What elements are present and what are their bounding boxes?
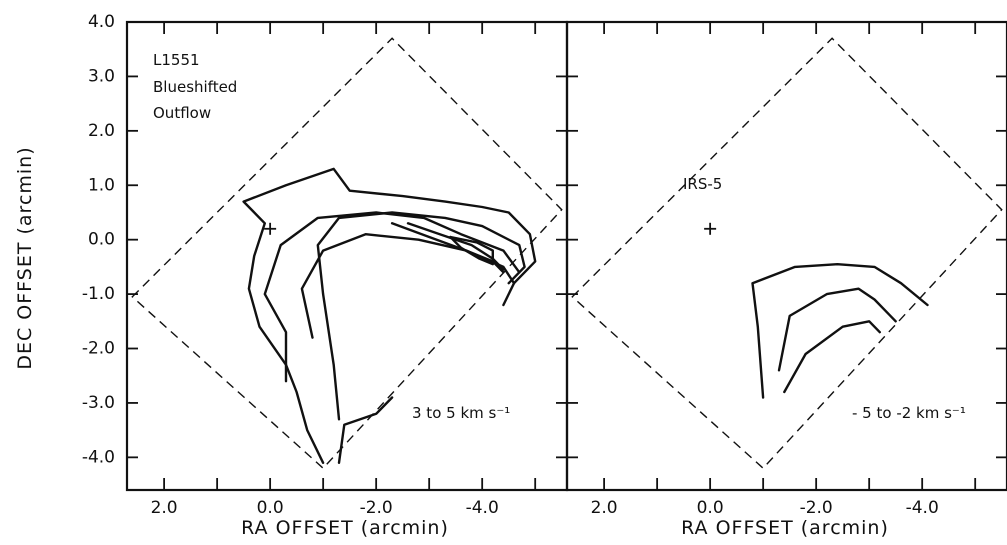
axis-ticks: [127, 21, 1007, 490]
mapped-region-right: [571, 37, 1003, 470]
contour-left-4: [263, 211, 521, 383]
x-tick-label: -4.0: [906, 498, 939, 518]
tick-labels: 2.0 0.0 -2.0 -4.0 4.0 3.0 2.0 1.0 0.0 -1.0 -2.0 -3.…: [82, 12, 939, 518]
y-tick-label: 1.0: [88, 175, 115, 195]
contour-left-8: [449, 235, 494, 266]
x-tick-label: -2.0: [360, 498, 393, 518]
y-tick-label: 0.0: [88, 230, 115, 250]
source-marker-right: [704, 222, 717, 235]
contour-right-1: [751, 263, 929, 399]
contour-left-3: [316, 211, 526, 421]
mapped-region-left: [131, 37, 563, 470]
annotation-line-1: L1551: [153, 51, 200, 69]
annotation-line-2: Blueshifted: [153, 78, 237, 96]
panel-frame-right: [565, 20, 1007, 492]
left-x-axis-title: RA OFFSET (arcmin): [241, 517, 449, 539]
source-marker-left: [264, 222, 277, 235]
y-tick-label: -2.0: [82, 339, 115, 359]
y-tick-label: -4.0: [82, 447, 115, 467]
mapped-region-outlines: [131, 37, 1003, 470]
y-tick-label: 2.0: [88, 121, 115, 141]
y-tick-label: 3.0: [88, 66, 115, 86]
x-tick-label: -2.0: [800, 498, 833, 518]
left-velocity-label: 3 to 5 km s⁻¹: [412, 404, 510, 422]
panel-frames: [125, 20, 1007, 492]
y-tick-label: -3.0: [82, 393, 115, 413]
x-tick-label: 2.0: [151, 498, 178, 518]
x-tick-label: -4.0: [466, 498, 499, 518]
source-label: IRS-5: [683, 175, 722, 193]
x-tick-label: 0.0: [257, 498, 284, 518]
contour-left-1: [242, 167, 537, 464]
contour-left-5: [300, 232, 516, 339]
x-tick-label: 2.0: [591, 498, 618, 518]
annotation-line-3: Outflow: [153, 104, 211, 122]
contour-left-2: [337, 396, 394, 464]
right-x-axis-title: RA OFFSET (arcmin): [681, 517, 889, 539]
x-tick-label: 0.0: [697, 498, 724, 518]
contour-right-2: [777, 287, 897, 372]
y-axis-title: DEC OFFSET (arcmin): [14, 146, 36, 369]
contour-right-3: [783, 320, 881, 394]
right-velocity-label: - 5 to -2 km s⁻¹: [852, 404, 966, 422]
y-tick-label: 4.0: [88, 12, 115, 32]
contour-lines: [242, 167, 929, 464]
y-tick-label: -1.0: [82, 284, 115, 304]
contour-left-7: [406, 222, 505, 271]
